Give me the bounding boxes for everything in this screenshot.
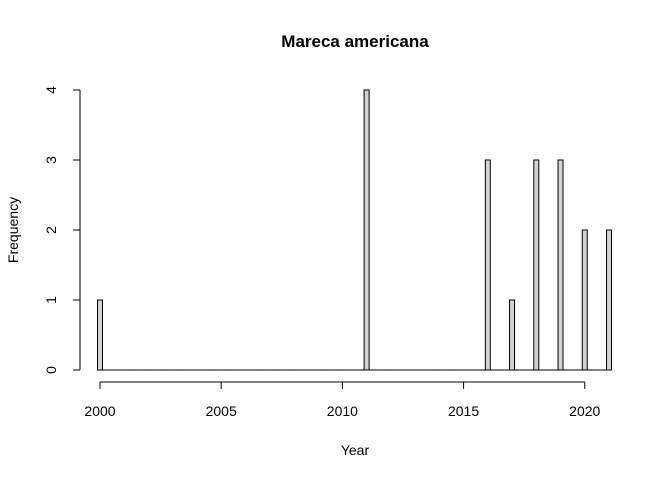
x-tick-label: 2005 (206, 403, 237, 419)
histogram-bar (363, 89, 370, 371)
x-tick-label: 2015 (448, 403, 479, 419)
x-axis: 2000 2005 2010 2015 2020 (84, 381, 601, 419)
y-tick-label: 1 (43, 296, 59, 304)
x-tick-label: 2020 (569, 403, 600, 419)
histogram-bar (533, 159, 540, 371)
histogram-bar (509, 299, 516, 371)
y-tick-label: 3 (43, 156, 59, 164)
histogram-bar (97, 299, 103, 371)
y-tick-label: 0 (43, 366, 59, 374)
y-tick-label: 2 (43, 226, 59, 234)
histogram-bar (557, 159, 564, 371)
histogram-bar (484, 159, 491, 371)
x-tick-label: 2000 (84, 403, 115, 419)
bars-group (97, 89, 612, 371)
x-axis-label: Year (341, 442, 370, 458)
histogram-bar (581, 229, 588, 371)
y-axis: 0 1 2 3 4 (43, 86, 81, 374)
histogram-bar (606, 229, 612, 371)
y-tick-label: 4 (43, 86, 59, 94)
y-axis-label: Frequency (5, 197, 21, 263)
chart-title: Mareca americana (281, 32, 429, 51)
x-tick-label: 2010 (327, 403, 358, 419)
